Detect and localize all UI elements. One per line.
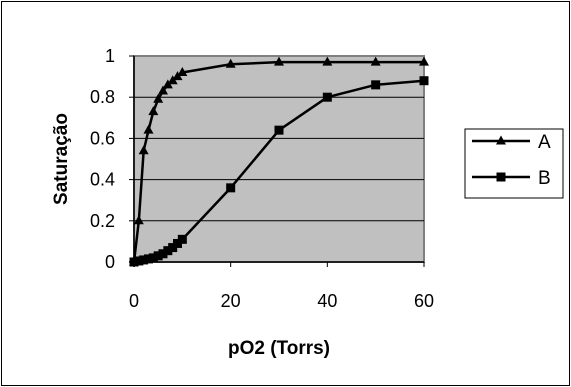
gridlines <box>134 96 424 222</box>
series-0-point-3 <box>143 124 154 134</box>
series-1-point-0 <box>129 257 139 267</box>
series-1-point-12 <box>274 125 284 135</box>
y-tick-label-1: 0.2 <box>90 211 115 231</box>
legend-label-1: B <box>538 168 551 189</box>
series-1-point-4 <box>148 253 158 263</box>
series-0-point-2 <box>138 145 149 155</box>
series-layer <box>129 56 429 267</box>
series-0-point-13 <box>322 56 333 66</box>
series-0-point-7 <box>162 79 173 89</box>
y-axis-title: Saturação <box>51 113 72 205</box>
series-0-point-4 <box>148 106 159 116</box>
series-0-point-6 <box>158 85 168 95</box>
series-1-point-11 <box>226 183 236 193</box>
x-tick-label-3: 60 <box>414 291 434 311</box>
series-1-point-14 <box>371 80 381 90</box>
series-1-point-1 <box>134 256 144 266</box>
series-1-point-9 <box>173 238 182 248</box>
series-1-point-5 <box>153 251 163 261</box>
legend-label-0: A <box>538 132 551 153</box>
x-tick-label-1: 20 <box>221 291 241 311</box>
series-1-point-15 <box>419 76 429 86</box>
y-tick-label-0: 0 <box>105 252 115 272</box>
series-0-point-10 <box>177 66 188 76</box>
y-tick-label-5: 1 <box>105 46 115 66</box>
series-0-point-12 <box>274 56 284 66</box>
x-tick-label-2: 40 <box>317 291 337 311</box>
series-1-point-2 <box>139 255 149 265</box>
series-1-point-7 <box>163 246 173 256</box>
series-1-point-6 <box>158 249 168 259</box>
series-0-point-1 <box>133 215 144 225</box>
series-0-point-9 <box>172 71 183 81</box>
x-axis-title: pO2 (Torrs) <box>228 338 330 359</box>
y-tick-label-3: 0.6 <box>90 128 115 148</box>
series-1-point-10 <box>177 234 187 244</box>
series-1-point-13 <box>322 92 332 102</box>
series-0-point-14 <box>370 56 381 66</box>
series-1-point-8 <box>168 243 178 253</box>
x-tick-label-0: 0 <box>129 291 139 311</box>
series-0-point-15 <box>419 56 429 66</box>
series-1-point-3 <box>144 254 153 264</box>
legend-marker-0 <box>496 135 506 145</box>
series-0-point-5 <box>153 93 164 103</box>
tick-labels: 0 20 40 60 0 0.2 0.4 0.6 0.8 1 <box>90 46 434 311</box>
series-0-point-8 <box>167 75 178 85</box>
y-tick-label-2: 0.4 <box>90 170 115 190</box>
plot-area <box>133 55 425 263</box>
legend-marker-1 <box>496 172 506 182</box>
legend: AB <box>464 128 564 199</box>
series-0-point-11 <box>225 58 236 68</box>
series-1 <box>129 76 429 267</box>
y-tick-label-4: 0.8 <box>90 87 115 107</box>
